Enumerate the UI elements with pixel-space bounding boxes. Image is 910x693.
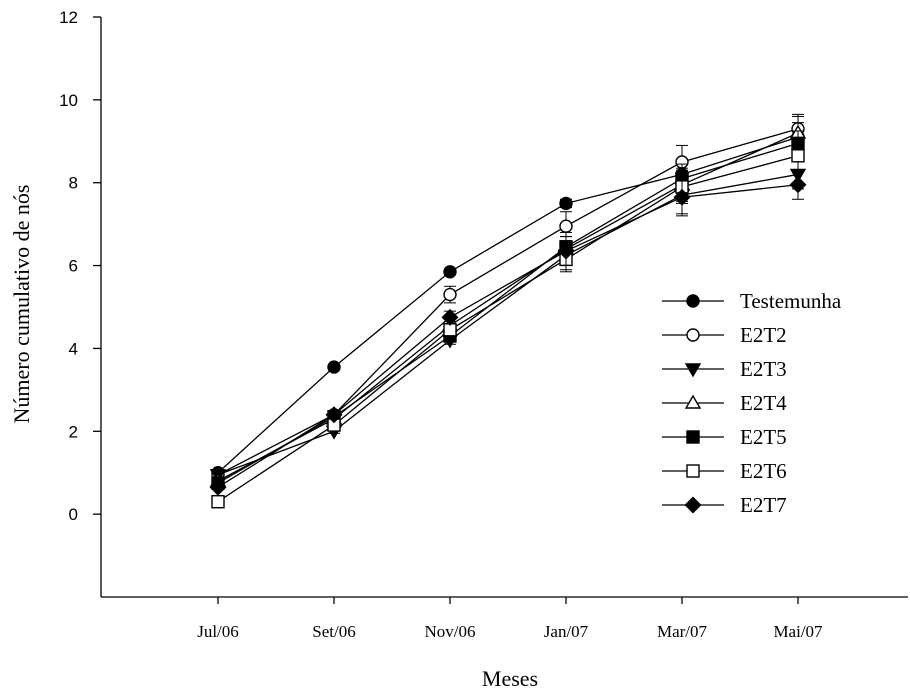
legend-label: E2T2 — [740, 323, 787, 347]
data-point — [789, 176, 807, 194]
legend-marker — [684, 363, 702, 378]
data-point — [327, 360, 341, 374]
data-point — [791, 149, 805, 163]
legend-label: E2T7 — [740, 493, 787, 517]
legend-entry: E2T2 — [662, 323, 787, 347]
x-axis-ticks: Jul/06 Set/06 Nov/06 Jan/07 Mar/07 Mai/07 — [197, 597, 823, 641]
data-point — [441, 308, 459, 326]
y-axis-ticks: 0 2 4 6 8 10 12 — [59, 8, 101, 524]
series-e2t3 — [209, 159, 807, 484]
plot-area — [209, 113, 807, 509]
series-line — [217, 142, 799, 484]
legend-marker — [686, 294, 700, 308]
data-point — [557, 242, 575, 260]
series-line — [217, 136, 799, 474]
legend-label: Testemunha — [740, 289, 842, 313]
y-tick-label: 8 — [69, 174, 78, 193]
data-point — [559, 196, 573, 211]
y-tick-label: 12 — [59, 8, 78, 27]
legend-entry: E2T3 — [662, 357, 787, 381]
y-tick-label: 4 — [69, 339, 78, 358]
legend-entry: E2T4 — [662, 391, 787, 415]
x-tick-label: Jul/06 — [197, 622, 239, 641]
legend-label: E2T4 — [740, 391, 787, 415]
y-tick-label: 2 — [69, 422, 78, 441]
legend-marker — [686, 328, 700, 342]
legend-entry: E2T5 — [662, 425, 787, 449]
series-line — [217, 155, 799, 503]
y-axis-label: Número cumulativo de nós — [9, 185, 34, 424]
series-e2t7 — [209, 169, 807, 496]
legend-marker — [684, 394, 702, 409]
series-line — [217, 128, 799, 476]
legend-marker — [686, 464, 700, 478]
y-tick-label: 10 — [59, 91, 78, 110]
x-tick-label: Mai/07 — [773, 622, 823, 641]
x-tick-label: Set/06 — [312, 622, 355, 641]
y-tick-label: 6 — [69, 257, 78, 276]
legend-entry: Testemunha — [662, 289, 842, 313]
data-point — [443, 265, 457, 279]
x-tick-label: Jan/07 — [544, 622, 589, 641]
legend-label: E2T6 — [740, 459, 787, 483]
x-tick-label: Mar/07 — [657, 622, 708, 641]
legend: Testemunha E2T2 E2T3 E2T4 E2T5 E2T6 E2T7 — [662, 289, 842, 517]
series-e2t6 — [211, 140, 805, 509]
data-point — [211, 495, 225, 509]
legend-entry: E2T7 — [662, 493, 787, 517]
legend-label: E2T3 — [740, 357, 787, 381]
data-point — [209, 478, 227, 496]
data-point — [325, 406, 343, 424]
data-point — [443, 287, 457, 302]
series-line — [217, 132, 799, 482]
legend-entry: E2T6 — [662, 459, 787, 483]
legend-marker — [684, 496, 702, 514]
data-point — [559, 219, 573, 233]
x-axis-label: Meses — [482, 666, 538, 691]
legend-label: E2T5 — [740, 425, 787, 449]
x-tick-label: Nov/06 — [425, 622, 476, 641]
axes — [100, 17, 908, 598]
data-point — [673, 188, 691, 206]
y-tick-label: 0 — [69, 505, 78, 524]
legend-marker — [686, 430, 700, 444]
series-line — [217, 184, 799, 488]
